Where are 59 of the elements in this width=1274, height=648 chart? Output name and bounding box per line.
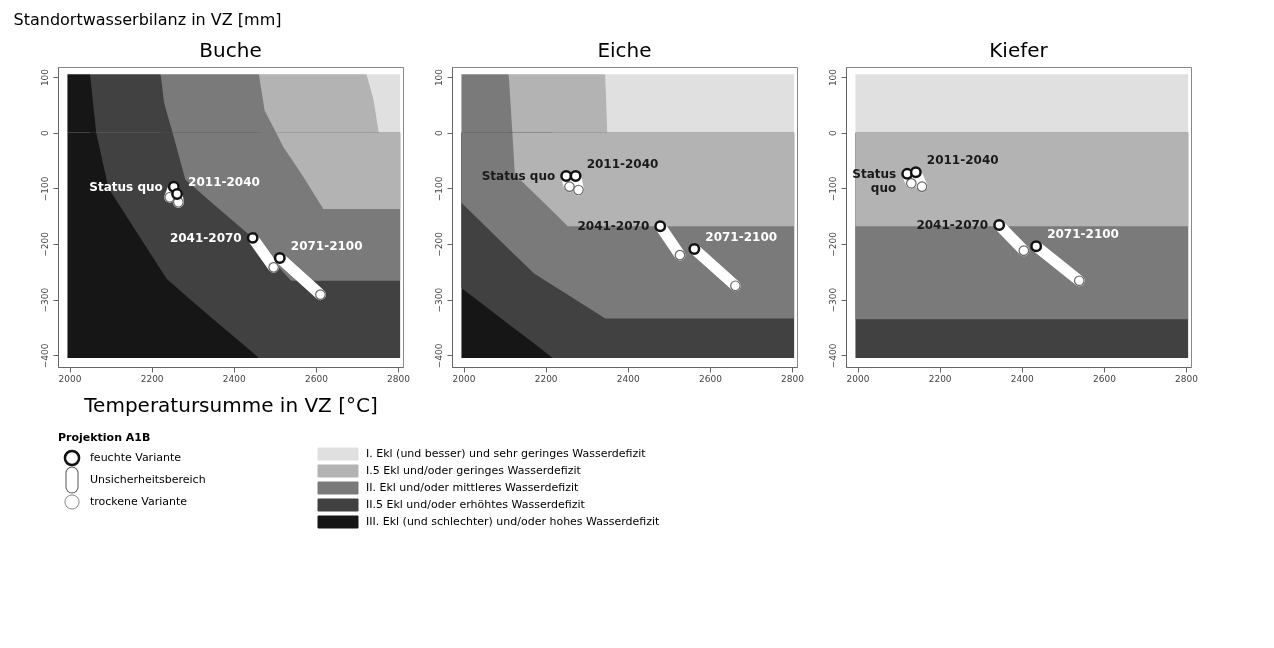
x-tick-label: 2800 bbox=[1175, 373, 1199, 384]
y-tick-label: −200 bbox=[827, 231, 838, 257]
y-tick-label: −100 bbox=[827, 176, 838, 202]
annotation: 2011-2040 bbox=[586, 157, 659, 172]
y-tick-label: −300 bbox=[39, 287, 50, 313]
x-tick-label: 2600 bbox=[698, 373, 723, 384]
annotation: Status quo bbox=[481, 169, 556, 184]
y-tick-label: −400 bbox=[39, 343, 50, 369]
annotation: 2011-2040 bbox=[926, 153, 999, 168]
legend-label: feuchte Variante bbox=[90, 451, 182, 464]
legend-label: Unsicherheitsbereich bbox=[90, 473, 206, 486]
y-tick-label: −400 bbox=[433, 343, 444, 369]
annotation: 2011-2040 bbox=[188, 174, 260, 189]
y-tick-label: 100 bbox=[827, 68, 838, 87]
chart-title: Kiefer bbox=[989, 38, 1049, 62]
y-tick-label: −300 bbox=[827, 287, 838, 313]
x-tick-label: 2200 bbox=[140, 373, 164, 384]
legend-label: I. Ekl (und besser) und sehr geringes Wasserdefizit bbox=[366, 447, 647, 460]
y-tick-label: −400 bbox=[827, 343, 838, 369]
x-tick-label: 2400 bbox=[616, 373, 641, 384]
x-tick-label: 2000 bbox=[452, 373, 476, 384]
x-tick-label: 2400 bbox=[222, 373, 247, 384]
annotation: Status quo bbox=[852, 166, 897, 195]
chart-title: Buche bbox=[199, 38, 262, 62]
annotation: 2071-2100 bbox=[1047, 227, 1119, 242]
y-axis-title: Standortwasserbilanz in VZ [mm] bbox=[13, 9, 282, 29]
y-tick-label: 0 bbox=[433, 130, 444, 137]
annotation: 2041-2070 bbox=[169, 230, 242, 245]
legend-label: II. Ekl und/oder mittleres Wasserdefizit bbox=[366, 481, 579, 494]
x-axis-title: Temperatursumme in VZ [°C] bbox=[83, 392, 378, 417]
legend-label: trockene Variante bbox=[90, 495, 188, 508]
legend-title: Projektion A1B bbox=[58, 431, 151, 444]
x-tick-label: 2600 bbox=[1092, 373, 1117, 384]
legend-label: III. Ekl (und schlechter) und/oder hohes Wasserdefizit bbox=[366, 515, 661, 528]
x-tick-label: 2000 bbox=[58, 373, 82, 384]
x-tick-label: 2800 bbox=[781, 373, 805, 384]
annotation: 2071-2100 bbox=[705, 230, 778, 244]
chart-title: Eiche bbox=[597, 38, 652, 62]
x-tick-label: 2200 bbox=[928, 373, 952, 384]
annotation: 2071-2100 bbox=[290, 238, 363, 253]
x-tick-label: 2600 bbox=[304, 373, 329, 384]
x-tick-label: 2800 bbox=[387, 373, 411, 384]
y-tick-label: 100 bbox=[433, 68, 444, 87]
annotation: 2041-2070 bbox=[577, 219, 650, 234]
legend-label: I.5 Ekl und/oder geringes Wasserdefizit bbox=[366, 464, 582, 477]
x-tick-label: 2400 bbox=[1010, 373, 1035, 384]
y-tick-label: 0 bbox=[827, 130, 838, 137]
y-tick-label: −200 bbox=[39, 231, 50, 257]
y-tick-label: −200 bbox=[433, 231, 444, 257]
annotation: Status quo bbox=[89, 179, 163, 194]
x-tick-label: 2200 bbox=[534, 373, 558, 384]
y-tick-label: −100 bbox=[433, 176, 444, 202]
y-tick-label: 0 bbox=[39, 130, 50, 137]
x-tick-label: 2000 bbox=[846, 373, 870, 384]
legend-label: II.5 Ekl und/oder erhöhtes Wasserdefizit bbox=[366, 498, 586, 511]
y-tick-label: −300 bbox=[433, 287, 444, 313]
annotation: 2041-2070 bbox=[916, 218, 989, 233]
y-tick-label: 100 bbox=[39, 68, 50, 87]
y-tick-label: −100 bbox=[39, 176, 50, 202]
